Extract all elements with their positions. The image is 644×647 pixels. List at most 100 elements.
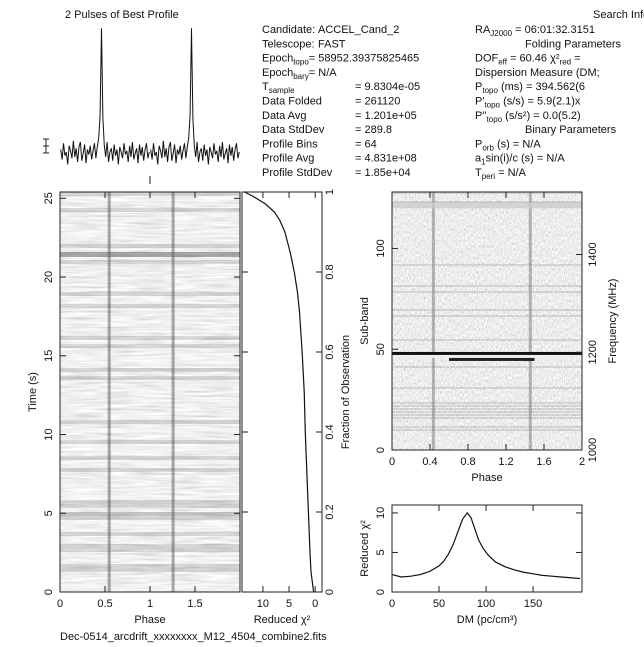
pulse-track [528, 192, 532, 450]
info-sub: sample [269, 86, 295, 95]
info-value: (s/s²) = 0.0(5.2) [502, 110, 581, 122]
image-row [392, 339, 582, 341]
image-row [60, 444, 240, 448]
info-label: P [475, 81, 482, 93]
y-tick-label: 5 [375, 549, 387, 555]
image-row [60, 516, 240, 520]
info-label: T [475, 167, 482, 179]
info-sub: topo [484, 101, 500, 110]
info-label: Data StdDev [262, 124, 325, 136]
info-row: Epochtopo= 58952.39375825465 [262, 53, 419, 67]
image-row [60, 336, 240, 340]
info-sub: 1 [481, 158, 486, 167]
info-sub: peri [482, 172, 496, 181]
y2-tick-label: 1000 [587, 438, 599, 462]
info-label: Epoch [262, 67, 293, 79]
info-value: ACCEL_Cand_2 [318, 24, 399, 36]
info-row: Profile Avg = 4.831e+08 [262, 153, 417, 165]
image-row [392, 201, 582, 203]
curve [244, 191, 315, 593]
image-row [60, 448, 240, 452]
y-tick-label: 0 [324, 589, 336, 595]
y-tick-label: 20 [43, 271, 55, 283]
y-axis-label: Fraction of Observation [340, 335, 352, 449]
info-value: = N/A [309, 67, 337, 79]
x-tick-label: 10 [257, 598, 269, 610]
image-row [60, 304, 240, 308]
info-label: Dispersion Measure (DM; [475, 67, 600, 79]
y2-tick-label: 1400 [587, 242, 599, 266]
y-tick-label: 10 [375, 507, 387, 519]
info-label: P' [475, 96, 484, 108]
image-row [60, 260, 240, 264]
x-tick-label: 1 [147, 598, 153, 610]
info-value: = N/A [495, 167, 527, 179]
x-tick-label: 5 [286, 598, 292, 610]
image-row [60, 296, 240, 300]
info-sub: bary [293, 72, 309, 81]
image-row [60, 520, 240, 524]
image-row [392, 402, 582, 404]
image-row [392, 366, 582, 368]
image-row [60, 568, 240, 572]
image-row [60, 440, 240, 444]
frame [241, 191, 323, 593]
image-background [392, 192, 582, 450]
image-row [60, 356, 240, 360]
y-tick-label: 0.6 [324, 344, 336, 359]
image-row [60, 360, 240, 364]
x-tick-label: 2 [579, 456, 585, 468]
x-tick-label: 0 [389, 456, 395, 468]
file-name: Dec-0514_arcdrift_xxxxxxxx_M12_4504_comb… [60, 631, 327, 643]
info-label: Data Avg [262, 110, 306, 122]
info-value: (ms) = 394.562(6 [498, 81, 585, 93]
image-row [392, 291, 582, 293]
x-axis-label: DM (pc/cm³) [457, 614, 518, 626]
image-row [60, 428, 240, 432]
y-axis-label: Time (s) [27, 372, 39, 412]
x-tick-label: 0.8 [460, 456, 475, 468]
band-light [392, 354, 582, 358]
info-label: Data Folded [262, 96, 322, 108]
image-row [392, 285, 582, 287]
info-sub: topo [482, 86, 498, 95]
image-row [60, 292, 240, 296]
image-row [392, 315, 582, 317]
info-row: Epochbary= N/A [262, 67, 337, 81]
info-header: Search Information [593, 9, 644, 21]
y-tick-label: 0 [375, 447, 387, 453]
x-tick-label: 0.5 [97, 598, 112, 610]
image-row [60, 544, 240, 548]
image-row [60, 496, 240, 500]
image-row [392, 405, 582, 407]
image-row [60, 504, 240, 508]
profile-title: 2 Pulses of Best Profile [65, 9, 179, 21]
profile-line [60, 28, 150, 165]
section-heading: Binary Parameters [525, 124, 617, 136]
y2-tick-label: 1200 [587, 340, 599, 364]
image-row [392, 429, 582, 431]
info-value: FAST [318, 38, 346, 50]
y-axis-label: Reduced χ² [359, 520, 371, 577]
y2-axis-label: Frequency (MHz) [607, 279, 619, 364]
pulse-track [431, 192, 435, 450]
info-label: Epoch [262, 53, 293, 65]
pulse-track [107, 192, 111, 592]
image-background [60, 192, 240, 592]
image-row [392, 411, 582, 413]
image-row [392, 309, 582, 311]
y-tick-label: 0.4 [324, 424, 336, 439]
image-row [60, 208, 240, 212]
bright-row [60, 512, 240, 516]
image-row [392, 417, 582, 419]
top-rows [392, 202, 582, 209]
image-row [392, 264, 582, 266]
info-row: Data StdDev = 289.8 [262, 124, 392, 136]
info-row: Porb (s) = N/A [475, 138, 541, 152]
image-row [60, 420, 240, 424]
profile-line [150, 28, 240, 165]
image-row [60, 532, 240, 536]
image-row [60, 500, 240, 504]
x-tick-label: 0.4 [422, 456, 437, 468]
y-tick-label: 100 [375, 239, 387, 257]
